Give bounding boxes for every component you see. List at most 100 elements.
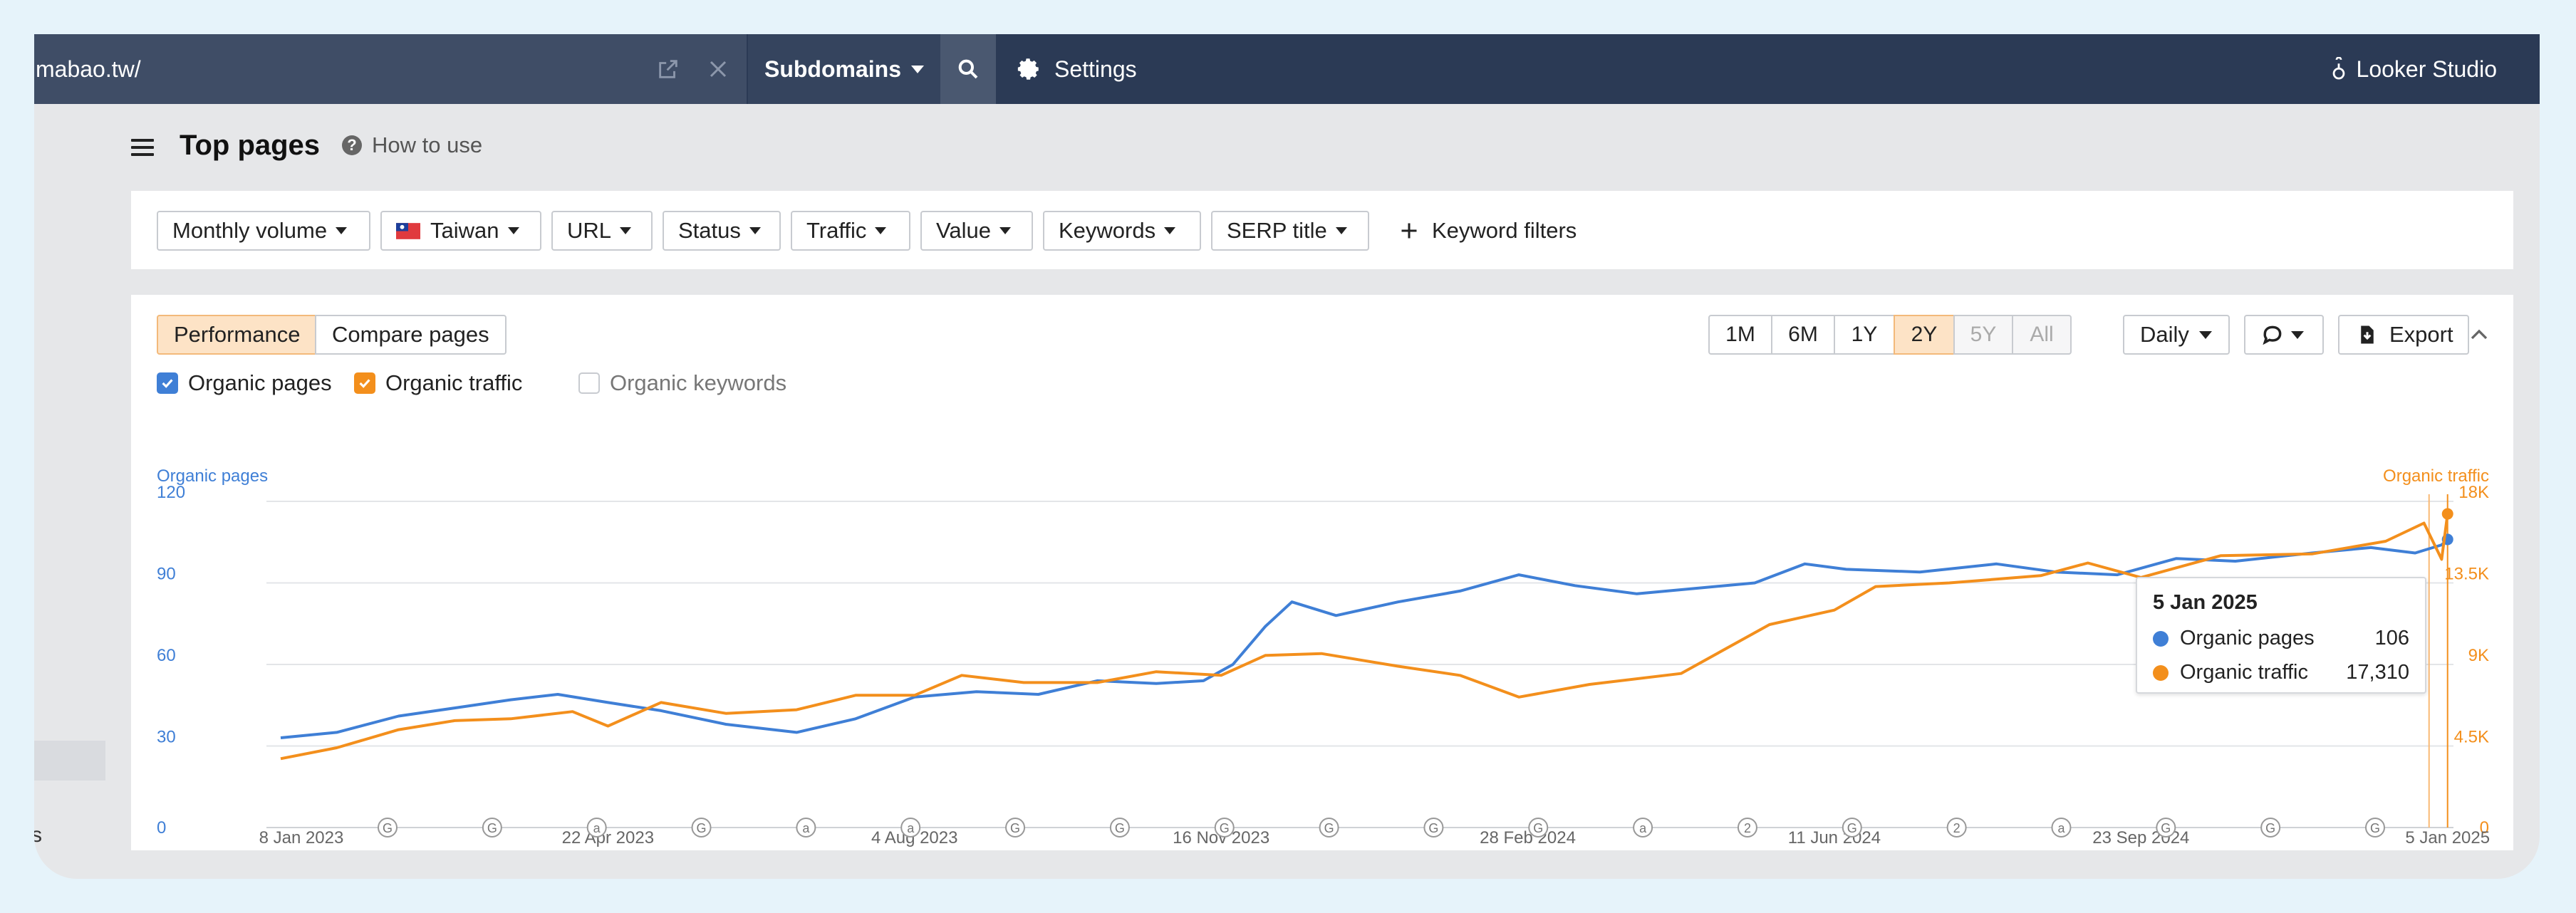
organic-traffic-checkbox[interactable] xyxy=(354,372,375,394)
left-tick-label: 90 xyxy=(157,565,176,584)
x-tick-label: 11 Jun 2024 xyxy=(1788,828,1881,847)
chevron-down-icon xyxy=(1335,227,1347,234)
check-icon xyxy=(359,379,370,388)
annotation-marker-label: G xyxy=(1220,821,1230,835)
annotation-marker-label: G xyxy=(1847,821,1857,835)
range-6m[interactable]: 6M xyxy=(1771,315,1835,355)
settings-label: Settings xyxy=(1054,56,1137,82)
target-url[interactable]: mabao.tw/ xyxy=(36,56,141,82)
organic-keywords-label: Organic keywords xyxy=(610,370,787,395)
chart-tooltip: 5 Jan 2025 Organic pages 106 Organic tra… xyxy=(2136,577,2426,694)
tooltip-traffic-label: Organic traffic xyxy=(2180,661,2308,684)
url-target-box[interactable]: mabao.tw/ xyxy=(34,34,747,104)
menu-icon[interactable] xyxy=(131,135,154,158)
serp-title-filter[interactable]: SERP title xyxy=(1211,211,1369,251)
pages-dot-icon xyxy=(2153,630,2169,647)
legend-organic-pages[interactable]: Organic pages xyxy=(157,370,332,396)
right-tick-label: 9K xyxy=(2468,646,2489,665)
interval-dropdown[interactable]: Daily xyxy=(2123,315,2230,355)
left-tick-label: 0 xyxy=(157,818,166,838)
chevron-down-icon xyxy=(2291,330,2304,339)
annotation-marker xyxy=(1633,818,1653,838)
clear-icon[interactable] xyxy=(690,34,747,104)
annotation-marker-label: a xyxy=(1639,821,1647,835)
chevron-down-icon xyxy=(911,65,924,73)
annotation-marker-label: a xyxy=(593,821,601,835)
annotation-marker-label: a xyxy=(2057,821,2065,835)
annotation-marker xyxy=(2365,818,2385,838)
annotation-marker-label: G xyxy=(1115,821,1125,835)
performance-chart-card: Performance Compare pages 1M 6M 1Y 2Y 5Y… xyxy=(131,295,2513,850)
annotations-dropdown[interactable] xyxy=(2244,315,2324,355)
left-tick-label: 120 xyxy=(157,483,185,502)
how-to-use-link[interactable]: ? How to use xyxy=(342,132,482,158)
tab-compare-pages[interactable]: Compare pages xyxy=(315,315,507,355)
tooltip-pages-label: Organic pages xyxy=(2180,627,2315,649)
download-icon xyxy=(2361,325,2374,344)
traffic-filter[interactable]: Traffic xyxy=(791,211,910,251)
annotation-marker-label: G xyxy=(2370,821,2380,835)
collapse-chevron-icon[interactable] xyxy=(2465,320,2493,349)
tab-performance[interactable]: Performance xyxy=(157,315,318,355)
export-button[interactable]: Export xyxy=(2338,315,2469,355)
annotation-marker xyxy=(586,818,607,838)
traffic-filter-label: Traffic xyxy=(806,218,867,243)
range-1y[interactable]: 1Y xyxy=(1834,315,1895,355)
annotation-marker-label: 2 xyxy=(1953,821,1960,835)
tooltip-row-traffic: Organic traffic 17,310 xyxy=(2153,661,2409,684)
organic-traffic-label: Organic traffic xyxy=(385,370,523,395)
annotation-marker xyxy=(2156,818,2176,838)
left-tick-label: 60 xyxy=(157,646,176,665)
chevron-down-icon xyxy=(336,227,348,234)
subdomains-dropdown[interactable]: Subdomains xyxy=(747,34,940,104)
annotation-marker-label: G xyxy=(1010,821,1020,835)
app-window: mabao.tw/ Subdomains Settings Looker Stu… xyxy=(34,34,2540,879)
legend-organic-keywords[interactable]: Organic keywords xyxy=(578,370,786,396)
monthly-volume-filter[interactable]: Monthly volume xyxy=(157,211,370,251)
taiwan-flag-icon xyxy=(396,222,420,239)
plus-icon xyxy=(1401,223,1417,239)
keyword-filters-label: Keyword filters xyxy=(1432,218,1577,243)
value-filter[interactable]: Value xyxy=(920,211,1033,251)
annotation-marker xyxy=(900,818,921,838)
annotation-marker-label: G xyxy=(383,821,393,835)
x-tick-label: 8 Jan 2023 xyxy=(259,828,344,847)
chevron-down-icon xyxy=(2198,330,2212,339)
search-button[interactable] xyxy=(940,34,996,104)
tooltip-pages-value: 106 xyxy=(2374,627,2409,649)
open-external-icon[interactable] xyxy=(640,34,697,104)
search-icon xyxy=(958,59,978,79)
sidebar-active-item[interactable] xyxy=(34,741,105,781)
x-tick-label: 22 Apr 2023 xyxy=(562,828,654,847)
legend-organic-traffic[interactable]: Organic traffic xyxy=(354,370,522,396)
country-filter[interactable]: Taiwan xyxy=(380,211,541,251)
right-axis-title: Organic traffic xyxy=(2383,466,2489,486)
organic-pages-checkbox[interactable] xyxy=(157,372,178,394)
settings-button[interactable]: Settings xyxy=(1017,34,1137,104)
keywords-filter-label: Keywords xyxy=(1059,218,1156,243)
line-chart[interactable]: Organic pages Organic traffic 0 30 60 90 120 0 4… xyxy=(131,295,2513,850)
url-filter[interactable]: URL xyxy=(551,211,653,251)
annotation-marker xyxy=(1528,818,1549,838)
annotation-marker-label: a xyxy=(802,821,810,835)
annotation-marker xyxy=(378,818,398,838)
annotation-marker-label: G xyxy=(1533,821,1543,835)
organic-keywords-checkbox[interactable] xyxy=(578,372,600,394)
keywords-filter[interactable]: Keywords xyxy=(1043,211,1201,251)
annotation-marker xyxy=(1737,818,1757,838)
chevron-down-icon xyxy=(749,227,761,234)
annotation-marker xyxy=(1319,818,1339,838)
annotation-marker-label: a xyxy=(907,821,915,835)
annotation-marker xyxy=(482,818,502,838)
right-tick-label: 18K xyxy=(2458,483,2489,502)
status-filter[interactable]: Status xyxy=(663,211,781,251)
annotation-marker xyxy=(1109,818,1130,838)
page-title: Top pages xyxy=(180,130,321,161)
chevron-down-icon xyxy=(875,227,887,234)
annotation-marker-label: G xyxy=(2161,821,2171,835)
range-2y[interactable]: 2Y xyxy=(1894,315,1955,355)
keyword-filters-button[interactable]: Keyword filters xyxy=(1399,211,1577,251)
annotation-marker-label: G xyxy=(1428,821,1438,835)
looker-studio-button[interactable]: Looker Studio xyxy=(2330,34,2497,104)
